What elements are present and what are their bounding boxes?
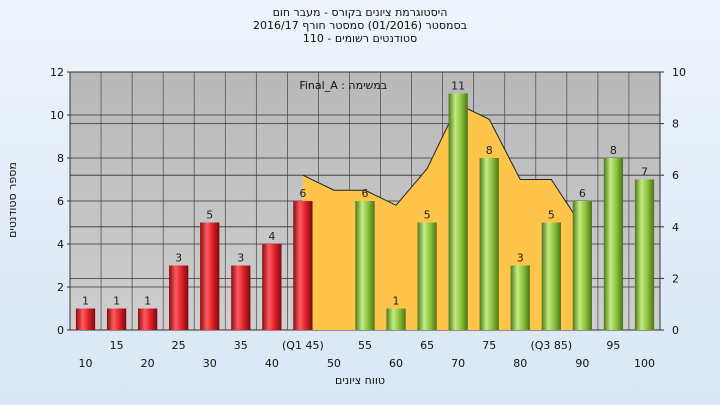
x-tick-label: (Q3 85) [530,339,572,352]
data-label: 4 [268,230,275,243]
bar-20 [138,308,158,330]
y2-tick-label: 8 [672,118,679,131]
x-tick-label: 60 [389,357,403,370]
bar-25 [169,265,189,330]
area-series-line [302,103,583,228]
x-tick-label: (Q1 45) [282,339,324,352]
bar-65 [417,222,437,330]
y-tick-label: 2 [57,281,64,294]
data-label: 5 [206,209,213,222]
data-label: 3 [237,252,244,265]
x-tick-label: 10 [79,357,93,370]
x-tick-label: 75 [482,339,496,352]
bar-40 [262,244,282,330]
data-label: 1 [393,295,400,308]
chart-titles: היסטוגרמת ציונים בקורס - מעבר חום בסמסטר… [0,6,720,45]
y-tick-label: 4 [57,238,64,251]
x-tick-label: 95 [606,339,620,352]
data-label: 1 [113,295,120,308]
bar-95 [603,158,624,330]
chart-title-line-1: היסטוגרמת ציונים בקורס - מעבר חום [272,6,448,19]
bar-(Q3 85) [541,222,561,330]
bar-80 [510,265,530,330]
x-tick-label: 70 [451,357,465,370]
y-tick-label: 10 [50,109,64,122]
bar-75 [479,158,499,330]
y2-tick-label: 0 [672,324,679,337]
bar-30 [200,222,220,330]
x-tick-label: 65 [420,339,434,352]
x-tick-label: 80 [513,357,527,370]
x-tick-label: 35 [234,339,248,352]
x-tick-label: 30 [203,357,217,370]
bar-10 [75,308,96,330]
data-label: 3 [517,252,524,265]
data-label: 1 [82,295,89,308]
data-label: 8 [486,144,493,157]
bar-55 [355,201,375,330]
bar-15 [106,308,127,330]
data-label: 6 [299,187,306,200]
data-label: 6 [362,187,369,200]
bar-35 [231,265,251,330]
x-axis-label: טווח ציונים [335,374,385,387]
data-label: 6 [579,187,586,200]
bar-60 [386,308,406,330]
x-tick-label: 20 [141,357,155,370]
x-tick-label: 25 [172,339,186,352]
chart-title-line-2: בסמסטר (01/2016) סמסטר חורף 2016/17 [253,19,467,32]
chart-annotation: Final_A : במשימה [299,79,387,92]
data-label: 3 [175,252,182,265]
x-tick-label: 15 [110,339,124,352]
x-tick-label: 90 [575,357,589,370]
data-label: 7 [641,166,648,179]
bar-70 [448,93,468,330]
x-tick-label: 40 [265,357,279,370]
y-tick-label: 8 [57,152,64,165]
y-tick-label: 0 [57,324,64,337]
data-label: 8 [610,144,617,157]
x-tick-label: 55 [358,339,372,352]
data-label: 5 [424,209,431,222]
data-label: 11 [451,80,465,93]
y2-tick-label: 4 [672,221,679,234]
x-tick-label: 50 [327,357,341,370]
x-tick-label: 100 [634,357,655,370]
bar-(Q1 45) [293,201,313,330]
y2-tick-label: 10 [672,66,686,79]
y-tick-label: 6 [57,195,64,208]
y-tick-label: 12 [50,66,64,79]
y2-tick-label: 2 [672,272,679,285]
bar-100 [634,179,655,330]
y2-tick-label: 6 [672,169,679,182]
data-label: 1 [144,295,151,308]
chart-title-line-3: סטודנטים רשומים - 110 [302,32,418,45]
data-label: 5 [548,209,555,222]
bar-90 [572,201,592,330]
